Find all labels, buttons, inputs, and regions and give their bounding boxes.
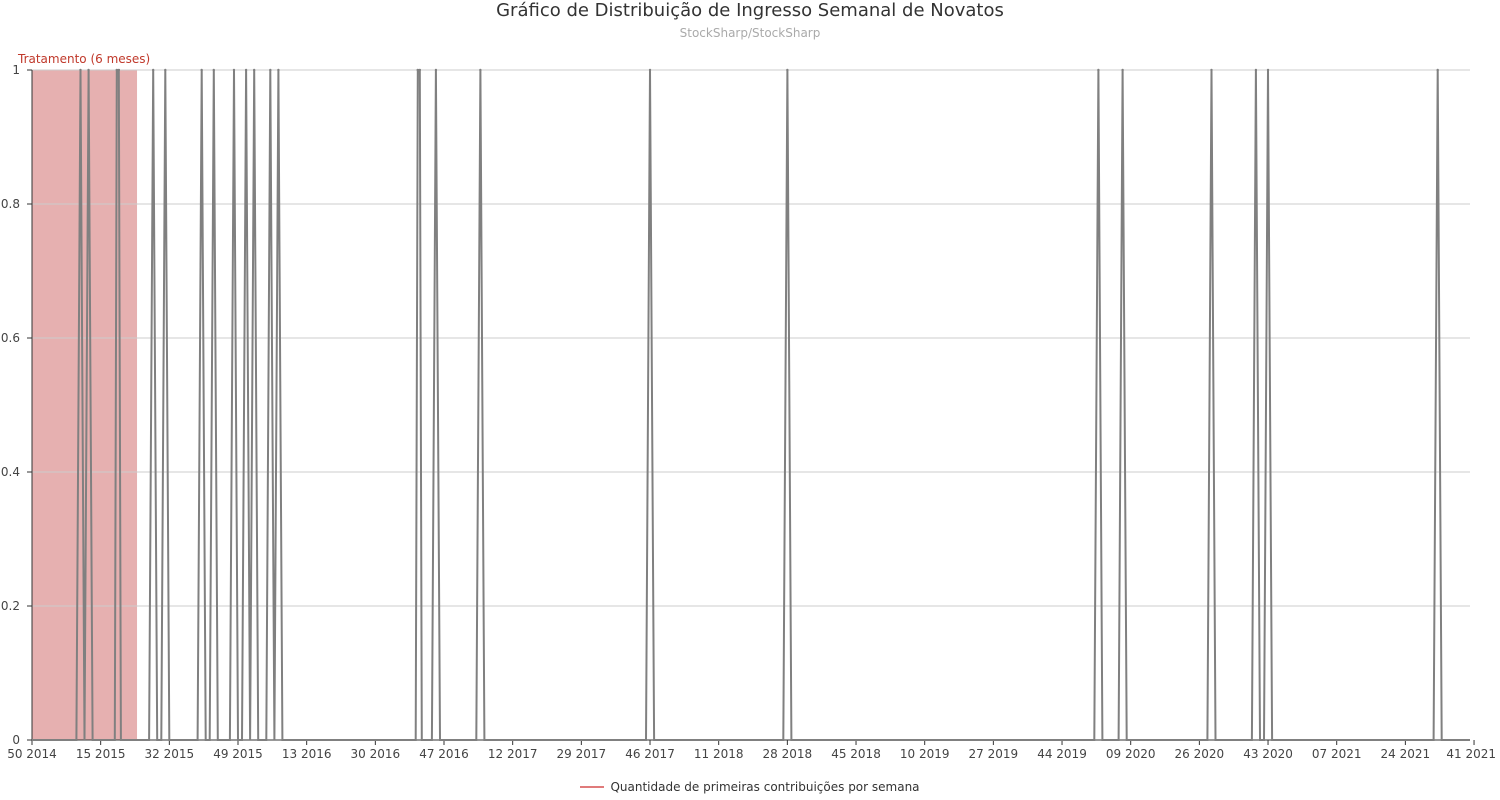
- data-point: [212, 68, 215, 72]
- y-tick-label: 0.6: [1, 331, 20, 345]
- series-points: [79, 68, 1439, 72]
- data-point: [1266, 68, 1270, 72]
- x-tick-label: 12 2017: [488, 747, 538, 761]
- x-tick-label: 32 2015: [145, 747, 195, 761]
- x-tick-label: 15 2015: [76, 747, 126, 761]
- x-tick-label: 13 2016: [282, 747, 332, 761]
- series-line: [32, 69, 1470, 741]
- x-tick-label: 28 2018: [763, 747, 813, 761]
- data-point: [244, 68, 248, 72]
- x-tick-label: 43 2020: [1243, 747, 1293, 761]
- x-tick-label: 24 2021: [1381, 747, 1431, 761]
- data-point: [200, 68, 203, 72]
- x-tick-label: 49 2015: [213, 747, 263, 761]
- x-tick-label: 07 2021: [1312, 747, 1362, 761]
- data-point: [269, 68, 272, 72]
- treatment-band-label: Tratamento (6 meses): [17, 52, 150, 66]
- data-point: [164, 68, 167, 72]
- x-tick-label: 29 2017: [557, 747, 607, 761]
- y-tick-label: 1: [12, 63, 20, 77]
- legend-label: Quantidade de primeiras contribuições po…: [610, 780, 920, 794]
- data-point: [87, 68, 90, 72]
- data-point: [434, 68, 438, 72]
- data-point: [1436, 68, 1439, 72]
- legend-swatch: [580, 785, 605, 788]
- x-tick-label: 27 2019: [969, 747, 1019, 761]
- chart-title: Gráfico de Distribuição de Ingresso Sema…: [496, 0, 1004, 21]
- data-point: [648, 68, 652, 72]
- data-point: [1254, 68, 1258, 72]
- x-tick-label: 11 2018: [694, 747, 744, 761]
- legend[interactable]: Quantidade de primeiras contribuições po…: [0, 780, 1500, 794]
- data-point: [418, 68, 421, 72]
- x-tick-label: 30 2016: [351, 747, 401, 761]
- x-axis-ticks: 50 2014 15 2015 32 2015 49 2015 13 2016 30 20…: [7, 740, 1496, 761]
- y-tick-label: 0.8: [1, 197, 20, 211]
- data-point: [416, 68, 419, 72]
- x-tick-label: 41 2021: [1446, 747, 1496, 761]
- data-point: [117, 68, 121, 72]
- data-point: [151, 68, 155, 72]
- data-point: [1097, 68, 1100, 72]
- data-point: [1210, 68, 1213, 72]
- data-point: [252, 68, 256, 72]
- y-tick-label: 0.4: [1, 465, 20, 479]
- data-point: [232, 68, 236, 72]
- data-point: [79, 68, 82, 72]
- y-axis-ticks: 0 0.2 0.4 0.6 0.8 1: [1, 63, 32, 747]
- y-tick-label: 0.2: [1, 599, 20, 613]
- x-tick-label: 50 2014: [7, 747, 57, 761]
- data-point: [479, 68, 482, 72]
- data-point: [1121, 68, 1124, 72]
- data-point: [786, 68, 789, 72]
- x-tick-label: 09 2020: [1106, 747, 1156, 761]
- data-point: [277, 68, 280, 72]
- x-tick-label: 44 2019: [1037, 747, 1087, 761]
- x-tick-label: 47 2016: [419, 747, 469, 761]
- y-tick-label: 0: [12, 733, 20, 747]
- data-point: [115, 68, 119, 72]
- x-tick-label: 46 2017: [625, 747, 675, 761]
- x-tick-label: 45 2018: [831, 747, 881, 761]
- x-tick-label: 10 2019: [900, 747, 950, 761]
- x-tick-label: 26 2020: [1175, 747, 1225, 761]
- chart-subtitle: StockSharp/StockSharp: [679, 26, 821, 40]
